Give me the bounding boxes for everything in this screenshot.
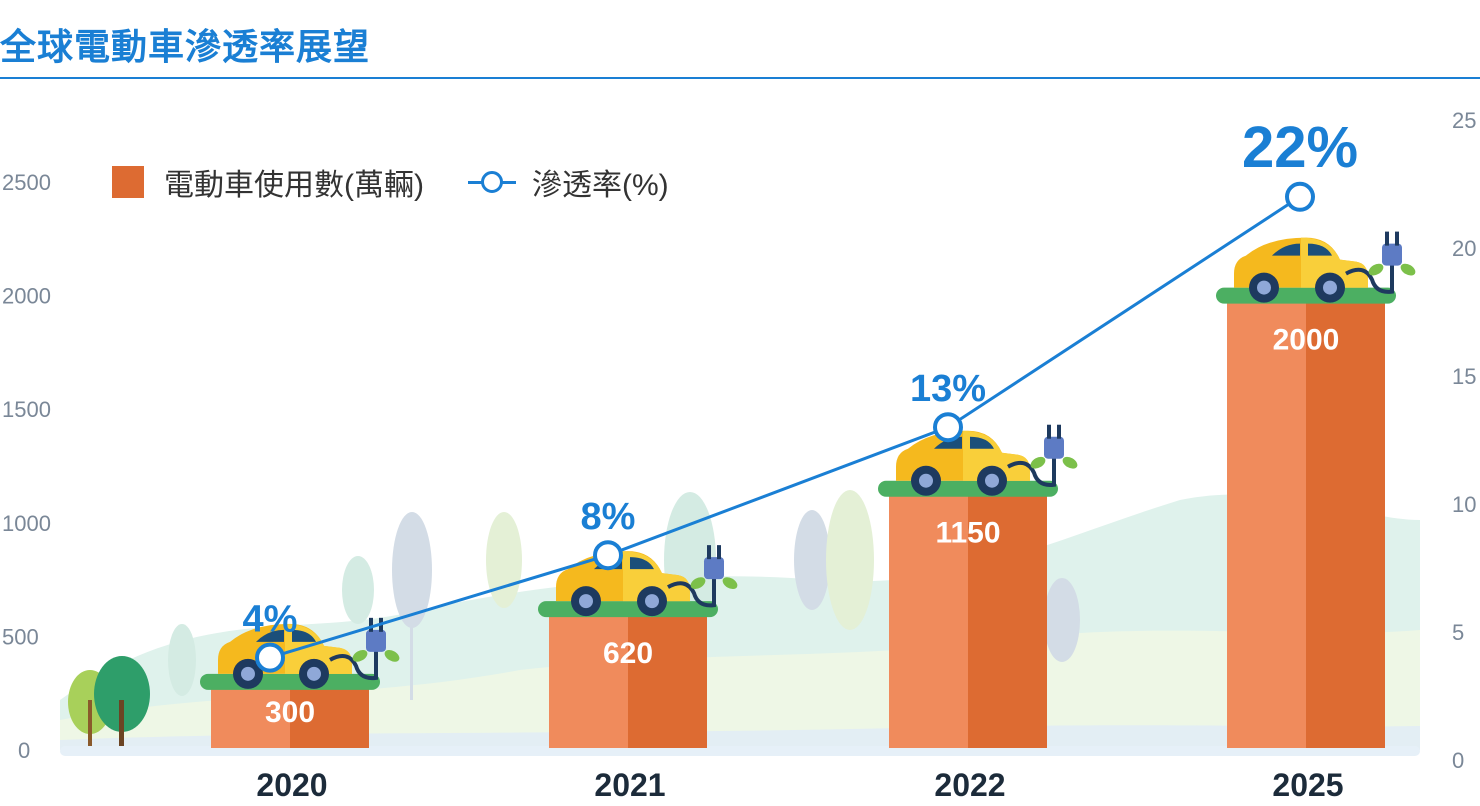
y-left-tick-label: 2500 [2, 170, 51, 195]
line-point-2020 [255, 642, 285, 673]
bar-swatch [112, 166, 144, 198]
bar-2020: 300 [211, 685, 369, 748]
ev-car-icon [538, 545, 738, 618]
y-right-tick-label: 20 [1452, 236, 1476, 261]
y-right-tick-label: 10 [1452, 492, 1476, 517]
chart-baseline [60, 746, 1420, 756]
legend-line-label: 滲透率(%) [531, 169, 669, 202]
x-tick-label: 2022 [934, 767, 1005, 803]
title-divider [0, 77, 1480, 79]
y-right-tick-label: 0 [1452, 748, 1464, 773]
ev-car-icon [878, 424, 1078, 497]
bar-value-label: 300 [265, 696, 315, 729]
y-left-tick-label: 1000 [2, 511, 51, 536]
legend-line-entry: 滲透率(%) [467, 160, 669, 204]
y-left-tick-label: 500 [2, 624, 39, 649]
y-left-tick-label: 1500 [2, 397, 51, 422]
bar-right-half [290, 685, 369, 748]
bar-left-half [1227, 299, 1306, 748]
legend-bar-entry: 電動車使用數(萬輛) [112, 160, 424, 204]
bar-left-half [549, 613, 628, 748]
bar-2022: 1150 [889, 492, 1047, 748]
bar-2021: 620 [549, 613, 707, 748]
bar-value-label: 2000 [1273, 324, 1340, 357]
penetration-line [269, 195, 1301, 660]
legend: 電動車使用數(萬輛) 滲透率(%) [112, 160, 713, 204]
x-tick-label: 2020 [256, 767, 327, 803]
y-left-tick-label: 2000 [2, 284, 51, 309]
x-tick-label: 2025 [1272, 767, 1343, 803]
bar-left-half [211, 685, 290, 748]
line-value-label: 13% [910, 368, 986, 410]
bar-right-half [628, 613, 707, 748]
line-point-2025 [1285, 181, 1315, 212]
line-value-label: 4% [243, 599, 298, 641]
line-value-label: 8% [581, 496, 636, 538]
bar-left-half [889, 492, 968, 748]
legend-bar-label: 電動車使用數(萬輛) [164, 169, 424, 202]
chart-title: 全球電動車滲透率展望 [0, 26, 371, 67]
line-point-2022 [933, 412, 963, 443]
bar-right-half [1306, 299, 1385, 748]
y-right-tick-label: 5 [1452, 620, 1464, 645]
y-right-tick-label: 15 [1452, 364, 1476, 389]
ev-car-icon [1216, 231, 1416, 304]
y-left-tick-label: 0 [18, 738, 30, 763]
x-tick-label: 2021 [594, 767, 665, 803]
ev-car-icon [200, 617, 400, 690]
background-landscape [60, 490, 1420, 750]
line-value-label: 22% [1242, 115, 1358, 180]
bar-right-half [968, 492, 1047, 748]
bar-2025: 2000 [1227, 299, 1385, 748]
bar-value-label: 620 [603, 637, 653, 670]
y-right-tick-label: 25 [1452, 108, 1476, 133]
bar-value-label: 1150 [935, 517, 1000, 550]
line-point-2021 [593, 540, 623, 571]
line-swatch [467, 170, 516, 194]
